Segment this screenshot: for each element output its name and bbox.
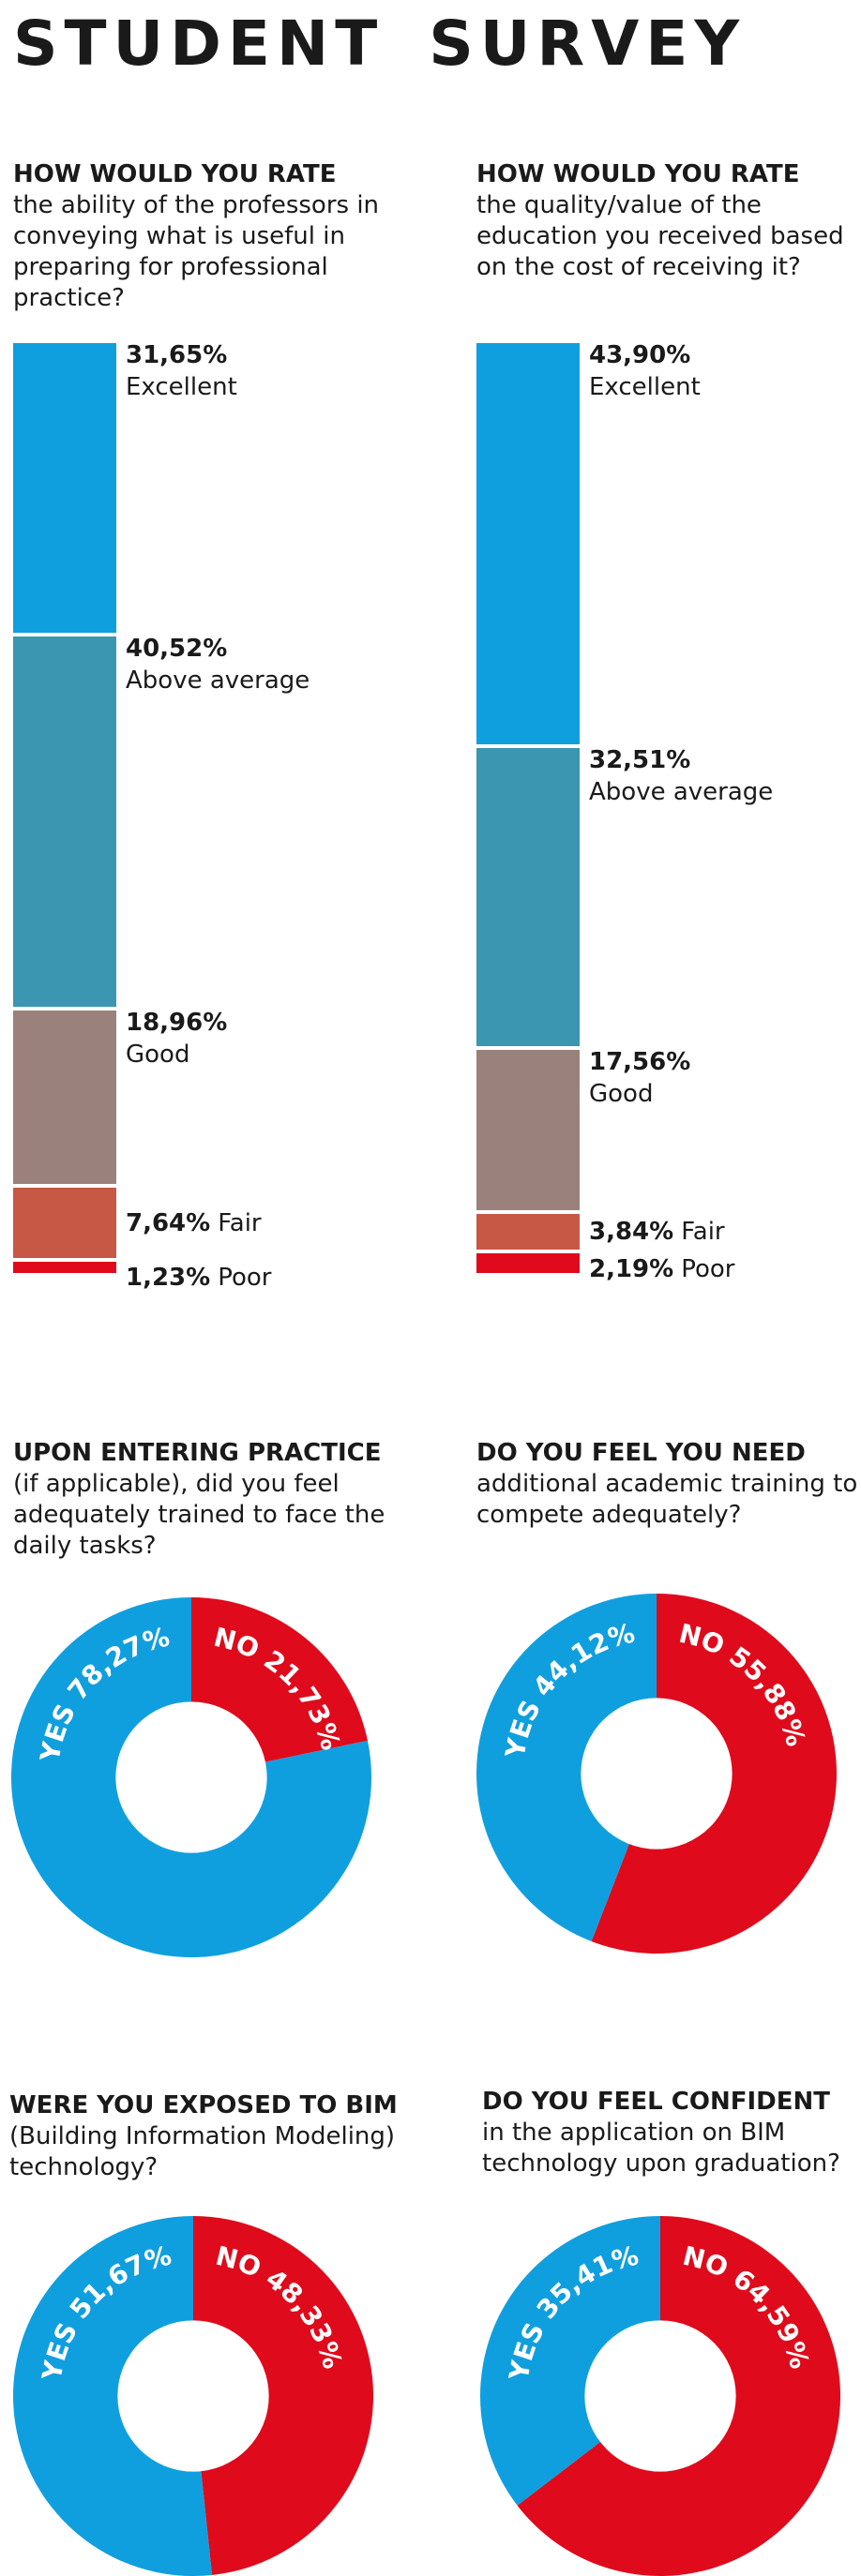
bar-segment-above-average [476,748,580,1046]
question-text: (if applicable), did you feel adequately… [13,1470,385,1560]
question-text: additional academic training to compete … [476,1470,858,1529]
bar-segment-fair [13,1188,116,1258]
bar-segment-poor [13,1261,116,1273]
bar-category-label: Excellent [126,373,237,401]
bar-category-label: Above average [589,778,774,807]
bar-value-label: 1,23% [126,1263,211,1292]
bar-label-good: 18,96% Good [126,1007,227,1071]
bar-category-label: Poor [681,1254,735,1283]
bar-category-label: Poor [218,1263,272,1292]
bar-label-fair: 7,64% Fair [126,1207,262,1239]
donut-hole [584,2320,736,2472]
bar-segment-fair [476,1214,580,1250]
bar-category-label: Good [589,1079,654,1108]
donut-slice-yes [480,2216,660,2506]
stacked-bar-professors [13,343,116,1273]
question-bim-confidence: DO YOU FEEL CONFIDENT in the application… [482,2087,857,2179]
question-head: HOW WOULD YOU RATE [476,160,800,188]
bar-value-label: 43,90% [589,341,691,369]
donut-hole [115,1701,267,1853]
bar-category-label: Fair [681,1217,725,1246]
donut-slice-no [193,2216,374,2575]
bar-value-label: 3,84% [589,1217,674,1246]
bar-value-label: 7,64% [126,1208,211,1237]
question-text: the ability of the professors in conveyi… [13,191,380,312]
bar-category-label: Excellent [589,373,701,401]
bar-segment-above-average [13,636,116,1008]
bar-label-excellent: 43,90% Excellent [589,339,701,403]
bar-label-poor: 2,19% Poor [589,1253,734,1285]
bar-label-poor: 1,23% Poor [126,1262,271,1294]
bar-value-label: 31,65% [126,341,228,369]
donut-hole [581,1698,733,1850]
bar-segment-excellent [476,343,580,745]
question-head: DO YOU FEEL YOU NEED [476,1439,806,1467]
bar-value-label: 18,96% [126,1009,228,1038]
bar-label-fair: 3,84% Fair [589,1216,725,1248]
question-head: UPON ENTERING PRACTICE [13,1439,382,1467]
page-title: STUDENT SURVEY [13,7,747,80]
bar-label-above-average: 32,51% Above average [589,744,773,808]
bar-segment-poor [476,1252,580,1273]
question-head: DO YOU FEEL CONFIDENT [482,2088,831,2116]
bar-value-label: 32,51% [589,746,691,775]
bar-value-label: 17,56% [589,1047,691,1076]
bar-category-label: Good [126,1041,190,1070]
question-text: (Building Information Modeling) technolo… [9,2122,396,2181]
question-head: WERE YOU EXPOSED TO BIM [9,2091,398,2119]
question-additional-training: DO YOU FEEL YOU NEED additional academic… [476,1438,861,1531]
bar-segment-good [13,1011,116,1185]
question-education-value: HOW WOULD YOU RATE the quality/value of … [476,159,852,283]
donut-hole [117,2320,269,2472]
stacked-bar-education-value [476,343,580,1273]
donut-chart-bim-exposure: NO 48,33%YES 51,67% [13,2216,374,2576]
bar-segment-excellent [13,343,116,633]
bar-segment-good [476,1049,580,1211]
donut-slice-yes [13,2216,213,2576]
bar-category-label: Above average [126,666,310,695]
bar-value-label: 2,19% [589,1254,674,1283]
question-head: HOW WOULD YOU RATE [13,160,337,188]
donut-chart-additional-training: NO 55,88%YES 44,12% [476,1594,837,1954]
bar-value-label: 40,52% [126,634,228,663]
bar-label-excellent: 31,65% Excellent [126,339,237,403]
question-trained-for-practice: UPON ENTERING PRACTICE (if applicable), … [13,1438,398,1562]
donut-chart-bim-confidence: NO 64,59%YES 35,41% [480,2216,841,2576]
question-bim-exposure: WERE YOU EXPOSED TO BIM (Building Inform… [9,2090,403,2183]
question-text: in the application on BIM technology upo… [482,2119,840,2178]
bar-label-good: 17,56% Good [589,1046,690,1110]
question-professors-ability: HOW WOULD YOU RATE the ability of the pr… [13,159,388,314]
donut-chart-trained: NO 21,73%YES 78,27% [10,1597,371,1957]
question-text: the quality/value of the education you r… [476,191,844,281]
donut-slice-yes [476,1594,657,1942]
bar-category-label: Fair [218,1208,262,1237]
bar-label-above-average: 40,52% Above average [126,633,310,696]
